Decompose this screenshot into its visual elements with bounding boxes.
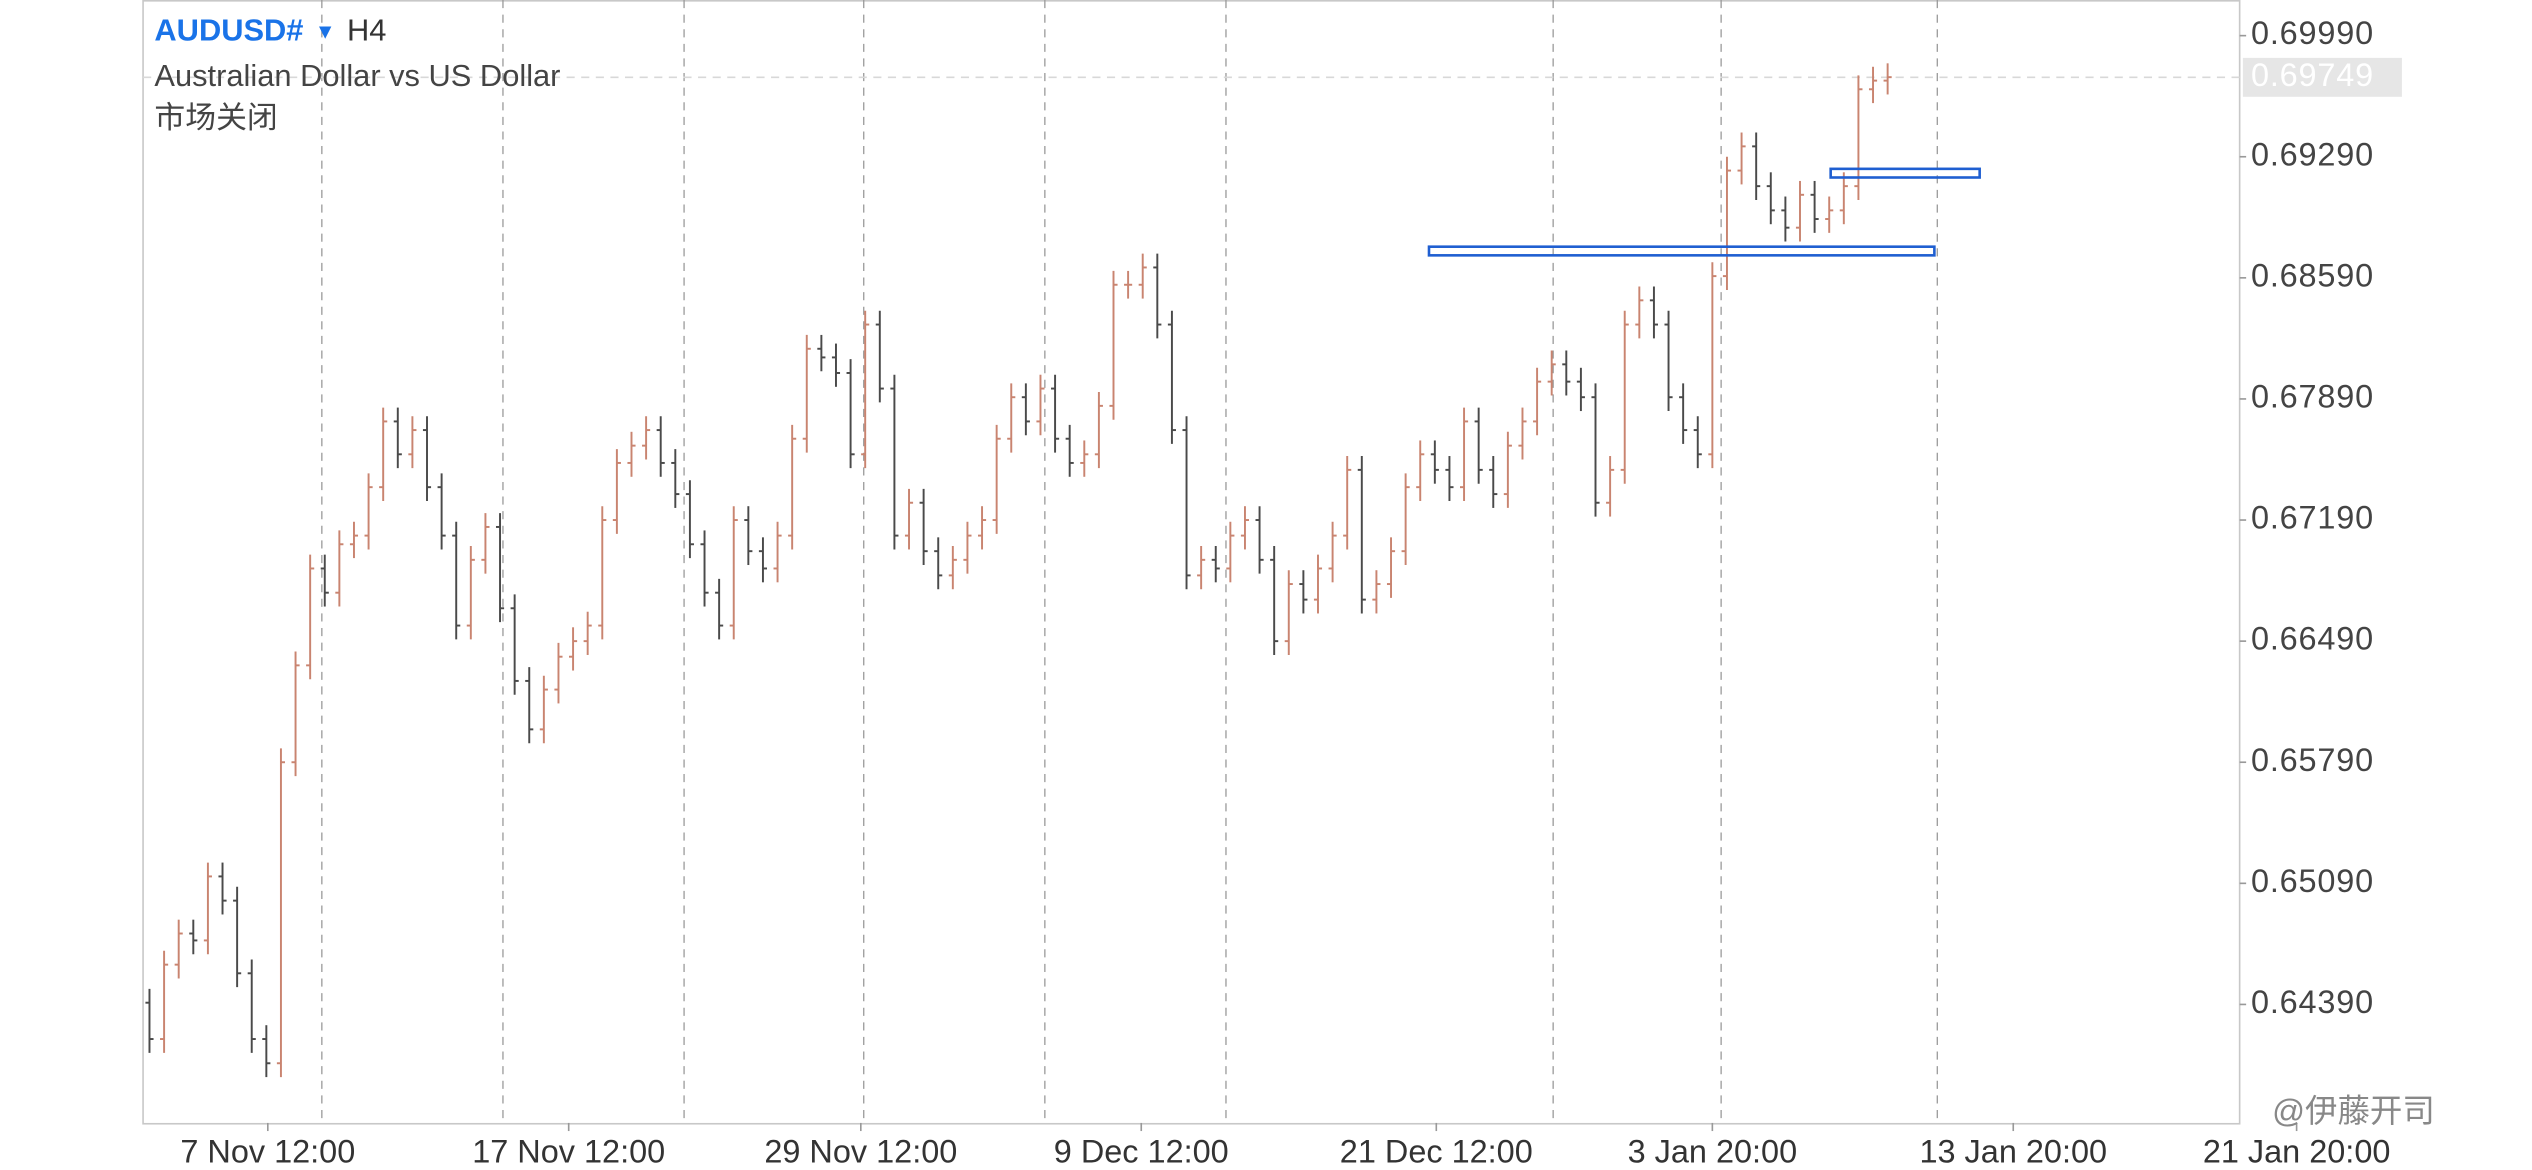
current-price-layer: 0.69749 [143, 57, 2402, 97]
symbol: AUDUSD# [154, 13, 303, 48]
x-tick-label: 17 Nov 12:00 [472, 1133, 665, 1169]
plot-frame [142, 0, 2241, 1125]
x-tick-label: 21 Jan 20:00 [2203, 1133, 2391, 1169]
y-tick-label: 0.65790 [2251, 742, 2374, 778]
market-status: 市场关闭 [154, 100, 277, 135]
symbol-dropdown[interactable]: ▼ [315, 20, 336, 43]
y-tick-label: 0.64390 [2251, 984, 2374, 1020]
y-tick-label: 0.69290 [2251, 136, 2374, 172]
drawn-rectangle [1829, 167, 1981, 179]
current-price-label: 0.69749 [2251, 57, 2374, 93]
y-tick-label: 0.67890 [2251, 379, 2374, 415]
y-tick-label: 0.66490 [2251, 621, 2374, 657]
y-tick-label: 0.67190 [2251, 500, 2374, 536]
x-tick-label: 7 Nov 12:00 [180, 1133, 355, 1169]
y-tick-label: 0.69990 [2251, 15, 2374, 51]
drawn-rectangle [1427, 245, 1936, 257]
x-tick-label: 29 Nov 12:00 [764, 1133, 957, 1169]
timeframe[interactable]: H4 [347, 13, 386, 48]
x-tick-label: 9 Dec 12:00 [1054, 1133, 1229, 1169]
symbol-header: AUDUSD# ▼ H4 [154, 13, 386, 48]
x-tick-label: 3 Jan 20:00 [1628, 1133, 1798, 1169]
subtitle: Australian Dollar vs US Dollar [154, 58, 560, 93]
watermark: @伊藤开司 [2272, 1093, 2435, 1129]
y-tick-label: 0.65090 [2251, 863, 2374, 899]
bars [145, 63, 1892, 1078]
axes: 0.69990 0.69290 0.68590 0.67890 0.67190 0.664… [180, 15, 2390, 1169]
drawn-objects [1427, 167, 1981, 257]
x-tick-label: 21 Dec 12:00 [1340, 1133, 1533, 1169]
y-tick-label: 0.68590 [2251, 257, 2374, 293]
x-tick-label: 13 Jan 20:00 [1919, 1133, 2107, 1169]
current-price-box [2242, 57, 2402, 97]
separators [321, 0, 1938, 1123]
